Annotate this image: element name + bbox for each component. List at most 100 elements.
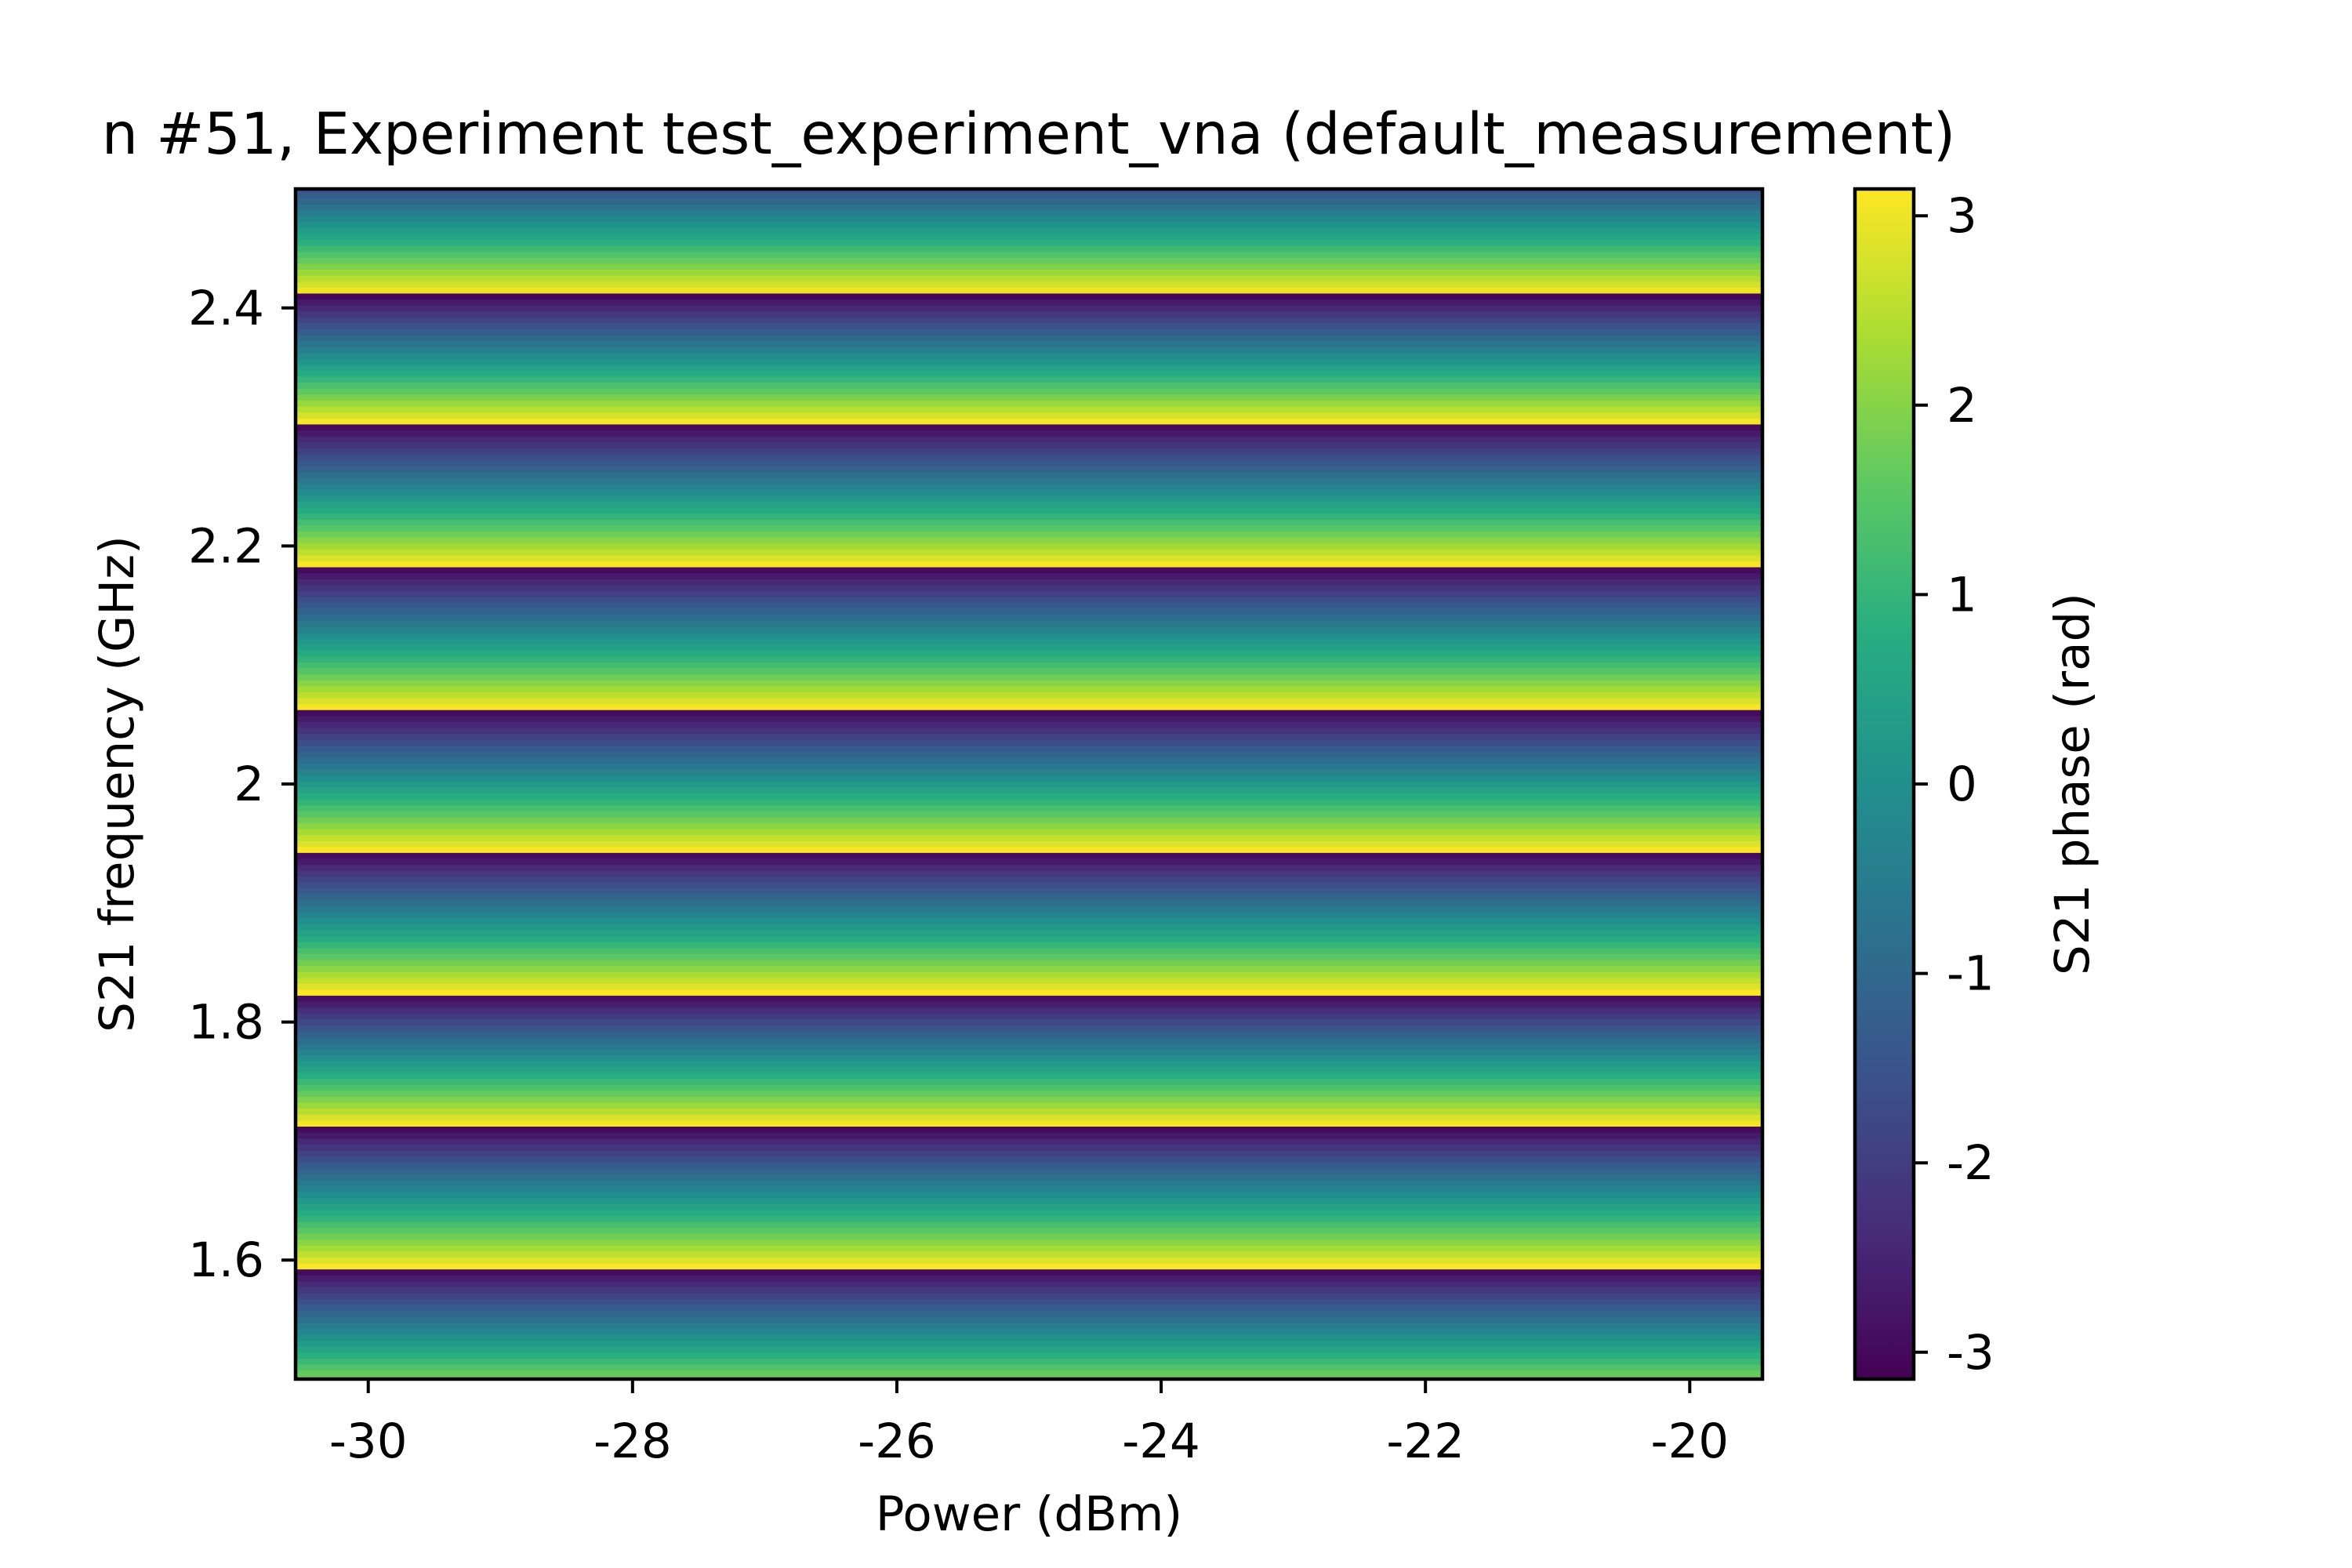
heatmap-cell bbox=[296, 453, 1762, 460]
heatmap-cell bbox=[296, 412, 1762, 419]
heatmap-cell bbox=[296, 1126, 1762, 1133]
heatmap-cell bbox=[296, 1221, 1762, 1229]
heatmap-cell bbox=[296, 751, 1762, 758]
heatmap-cell bbox=[296, 1036, 1762, 1044]
heatmap-cell bbox=[296, 370, 1762, 377]
heatmap-cell bbox=[296, 1239, 1762, 1246]
heatmap-cell bbox=[296, 691, 1762, 699]
heatmap-cell bbox=[296, 584, 1762, 591]
x-tick-label: -26 bbox=[858, 1414, 936, 1469]
colorbar-tick-label: 1 bbox=[1947, 567, 1977, 622]
heatmap-cell bbox=[296, 781, 1762, 788]
heatmap-cell bbox=[296, 620, 1762, 627]
heatmap-cell bbox=[296, 191, 1762, 198]
heatmap-cell bbox=[296, 435, 1762, 443]
heatmap-cell bbox=[296, 340, 1762, 347]
colorbar-tick-label: -3 bbox=[1947, 1325, 1994, 1381]
heatmap-cell bbox=[296, 697, 1762, 705]
heatmap-cell bbox=[296, 239, 1762, 246]
y-axis: 1.6 1.8 2 2.2 2.4 bbox=[188, 281, 296, 1288]
heatmap-cell bbox=[296, 519, 1762, 526]
heatmap-cell bbox=[296, 1030, 1762, 1038]
heatmap-cell bbox=[296, 388, 1762, 395]
heatmap-cell bbox=[296, 198, 1762, 205]
colorbar-axis: 3 2 1 0 -1 -2 -3 bbox=[1914, 188, 1994, 1381]
heatmap-cell bbox=[296, 804, 1762, 811]
heatmap-cell bbox=[296, 423, 1762, 430]
heatmap-cell bbox=[296, 483, 1762, 490]
heatmap-cell bbox=[296, 947, 1762, 954]
colorbar-tick-label: -1 bbox=[1947, 946, 1994, 1002]
heatmap-cell bbox=[296, 632, 1762, 639]
heatmap-cell bbox=[296, 1073, 1762, 1080]
x-axis-label: Power (dBm) bbox=[876, 1486, 1182, 1542]
heatmap-cell bbox=[296, 257, 1762, 264]
heatmap-cell bbox=[296, 852, 1762, 859]
heatmap-cell bbox=[296, 549, 1762, 556]
heatmap-cell bbox=[296, 1275, 1762, 1282]
colorbar-tick-label: 0 bbox=[1947, 757, 1977, 812]
heatmap-cell bbox=[296, 382, 1762, 389]
heatmap-cell bbox=[296, 882, 1762, 889]
heatmap-cell bbox=[296, 1370, 1762, 1377]
heatmap-cell bbox=[296, 1269, 1762, 1276]
heatmap-cell bbox=[296, 703, 1762, 710]
heatmap-cell bbox=[296, 1227, 1762, 1234]
heatmap-cell bbox=[296, 1084, 1762, 1091]
heatmap-cell bbox=[296, 471, 1762, 478]
heatmap-cell bbox=[296, 1197, 1762, 1204]
heatmap-cell bbox=[296, 745, 1762, 752]
heatmap-cell bbox=[296, 1108, 1762, 1115]
heatmap-cell bbox=[296, 1233, 1762, 1240]
heatmap-cell bbox=[296, 292, 1762, 300]
heatmap-cell bbox=[296, 828, 1762, 836]
heatmap-cell bbox=[296, 572, 1762, 579]
heatmap-cell bbox=[296, 1013, 1762, 1020]
y-tick-label: 1.8 bbox=[188, 995, 264, 1051]
heatmap-cell bbox=[296, 816, 1762, 823]
heatmap-cell bbox=[296, 347, 1762, 354]
heatmap-cell bbox=[296, 334, 1762, 342]
heatmap-cell bbox=[296, 786, 1762, 793]
heatmap-cell bbox=[296, 596, 1762, 604]
heatmap-cell bbox=[296, 1191, 1762, 1199]
heatmap-cell bbox=[296, 876, 1762, 883]
heatmap-cell bbox=[296, 710, 1762, 717]
heatmap-cell bbox=[296, 281, 1762, 288]
y-tick-label: 2.2 bbox=[188, 518, 264, 574]
heatmap-cell bbox=[296, 900, 1762, 907]
heatmap-cell bbox=[296, 1334, 1762, 1341]
heatmap-cell bbox=[296, 655, 1762, 663]
heatmap-cell bbox=[296, 531, 1762, 538]
heatmap-cell bbox=[296, 917, 1762, 924]
heatmap-cell bbox=[296, 602, 1762, 609]
heatmap bbox=[296, 189, 1762, 1380]
heatmap-cell bbox=[296, 680, 1762, 687]
heatmap-cell bbox=[296, 721, 1762, 728]
heatmap-cell bbox=[296, 1262, 1762, 1270]
heatmap-cell bbox=[296, 673, 1762, 681]
heatmap-cell bbox=[296, 638, 1762, 645]
colorbar-tick-label: 3 bbox=[1947, 188, 1977, 244]
heatmap-cell bbox=[296, 227, 1762, 234]
heatmap-cell bbox=[296, 662, 1762, 669]
heatmap-cell bbox=[296, 864, 1762, 871]
heatmap-cell bbox=[296, 912, 1762, 919]
heatmap-cell bbox=[296, 209, 1762, 216]
heatmap-cell bbox=[296, 870, 1762, 877]
heatmap-cell bbox=[296, 1096, 1762, 1103]
heatmap-cell bbox=[296, 579, 1762, 586]
heatmap-cell bbox=[296, 834, 1762, 841]
heatmap-cell bbox=[296, 216, 1762, 223]
heatmap-cell bbox=[296, 1007, 1762, 1014]
heatmap-cell bbox=[296, 513, 1762, 520]
chart-title: n #51, Experiment test_experiment_vna (d… bbox=[102, 101, 1955, 168]
heatmap-cell bbox=[296, 275, 1762, 282]
heatmap-cell bbox=[296, 1287, 1762, 1294]
heatmap-cell bbox=[296, 495, 1762, 503]
heatmap-cell bbox=[296, 1132, 1762, 1139]
heatmap-cell bbox=[296, 793, 1762, 800]
heatmap-cell bbox=[296, 1167, 1762, 1174]
heatmap-cell bbox=[296, 775, 1762, 782]
